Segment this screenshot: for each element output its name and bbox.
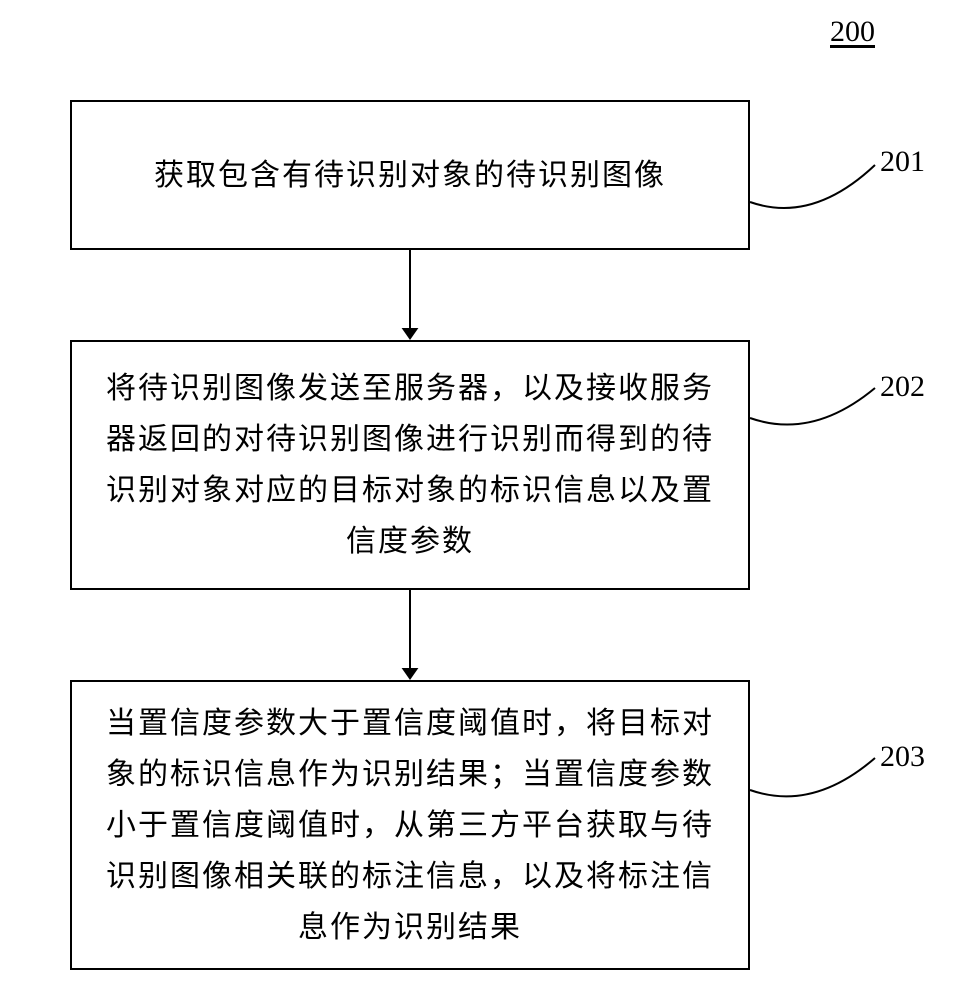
flowchart-step-3-text: 当置信度参数大于置信度阈值时，将目标对象的标识信息作为识别结果；当置信度参数小于… <box>102 698 718 953</box>
flowchart-diagram: 200 获取包含有待识别对象的待识别图像 201 将待识别图像发送至服务器，以及… <box>0 0 971 1000</box>
flowchart-step-1-connector <box>745 135 880 232</box>
flowchart-arrow-2 <box>390 588 430 682</box>
flowchart-step-2-text: 将待识别图像发送至服务器，以及接收服务器返回的对待识别图像进行识别而得到的待识别… <box>102 363 718 567</box>
flowchart-arrow-1 <box>390 248 430 342</box>
flowchart-step-2-connector <box>745 358 880 448</box>
flowchart-step-3-connector <box>745 728 880 820</box>
flowchart-step-1-label: 201 <box>880 145 925 179</box>
flowchart-step-3-label: 203 <box>880 740 925 774</box>
diagram-title-number: 200 <box>830 15 875 49</box>
flowchart-step-3: 当置信度参数大于置信度阈值时，将目标对象的标识信息作为识别结果；当置信度参数小于… <box>70 680 750 970</box>
flowchart-step-1: 获取包含有待识别对象的待识别图像 <box>70 100 750 250</box>
flowchart-step-2: 将待识别图像发送至服务器，以及接收服务器返回的对待识别图像进行识别而得到的待识别… <box>70 340 750 590</box>
flowchart-step-1-text: 获取包含有待识别对象的待识别图像 <box>154 150 666 201</box>
flowchart-step-2-label: 202 <box>880 370 925 404</box>
